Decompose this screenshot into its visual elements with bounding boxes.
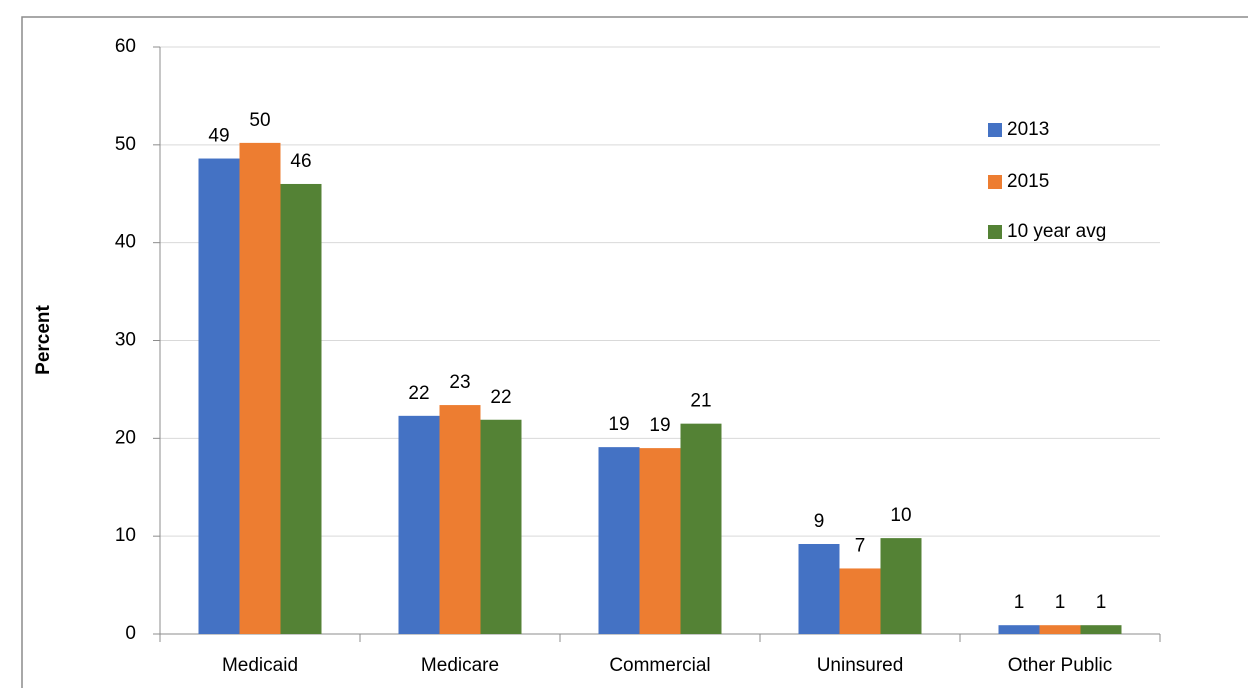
value-label: 50 [249,110,270,131]
bar [798,543,840,634]
value-label: 9 [814,511,825,532]
value-label: 21 [690,391,711,412]
y-tick-label: 20 [115,427,136,448]
value-label: 1 [1014,592,1025,613]
legend-swatch [988,123,1002,137]
value-label: 22 [490,387,511,408]
bar [680,423,722,634]
bar [439,405,481,634]
bar [839,568,881,634]
value-label: 10 [890,505,911,526]
legend-swatch [988,225,1002,239]
value-label: 23 [449,372,470,393]
bar [1039,625,1081,634]
bar [639,448,681,634]
value-label: 19 [608,414,629,435]
value-label: 22 [408,383,429,404]
y-axis-label: Percent [33,304,54,374]
value-label: 1 [1096,592,1107,613]
bar [1080,625,1122,634]
bar [598,447,640,634]
bar [280,183,322,634]
value-label: 19 [649,415,670,436]
bar [398,415,440,634]
value-label: 49 [208,126,229,147]
chart-frame [21,16,1248,688]
x-tick-label: Other Public [1008,655,1113,676]
x-tick-label: Medicare [421,655,499,676]
bar [239,142,281,635]
y-tick-label: 50 [115,134,136,155]
legend-swatch [988,175,1002,189]
x-tick-label: Medicaid [222,655,298,676]
legend-label: 2015 [1007,171,1049,192]
legend-label: 10 year avg [1007,221,1106,242]
x-tick-label: Commercial [609,655,710,676]
y-tick-label: 40 [115,232,136,253]
bar [880,538,922,634]
y-tick-label: 60 [115,36,136,57]
x-tick-label: Uninsured [817,655,904,676]
bar [998,625,1040,634]
y-tick-label: 10 [115,525,136,546]
value-label: 46 [290,151,311,172]
bar [198,158,240,634]
value-label: 7 [855,535,866,556]
value-label: 1 [1055,592,1066,613]
legend-label: 2013 [1007,119,1049,140]
y-tick-label: 30 [115,330,136,351]
bar [480,419,522,634]
y-tick-label: 0 [125,623,136,644]
